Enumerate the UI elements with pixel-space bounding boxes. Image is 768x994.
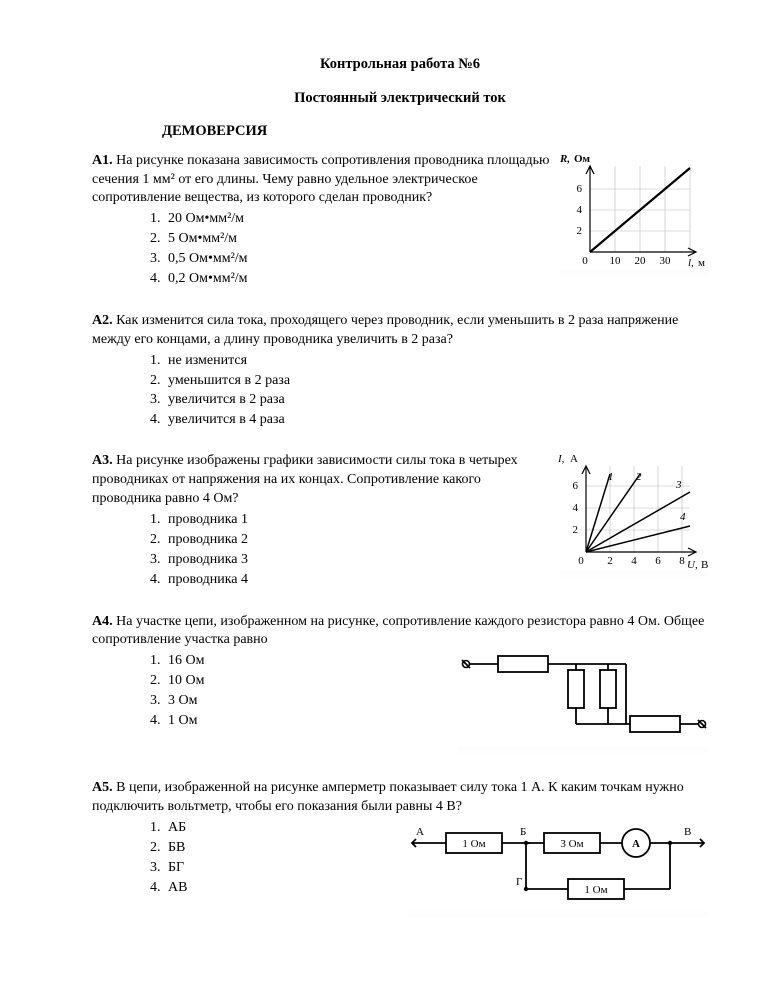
question-a2: А2. Как изменится сила тока, проходящего… [92,312,708,430]
option: 0,5 Ом•мм²/м [164,250,550,269]
question-label: А3. [92,453,113,468]
option: проводника 1 [164,511,548,530]
xtick: 2 [607,555,613,567]
xtick: 6 [655,555,661,567]
question-text: На участке цепи, изображенном на рисунке… [92,614,704,648]
resistor-label: 1 Ом [584,884,607,896]
option: уменьшится в 2 раза [164,372,708,391]
option: 20 Ом•мм²/м [164,210,550,229]
question-text: В цепи, изображенной на рисунке ампермет… [92,780,684,814]
option: не изменится [164,352,708,371]
option: увеличится в 4 раза [164,411,708,430]
question-text: На рисунке изображены графики зависимост… [92,453,518,506]
option: проводника 3 [164,551,548,570]
question-label: А1. [92,153,113,168]
node-label: В [684,826,691,838]
option: увеличится в 2 раза [164,391,708,410]
question-label: А4. [92,614,113,629]
xtick: 10 [610,255,622,267]
series-label: 1 [608,471,614,483]
series-label: 2 [636,471,642,483]
options-list: проводника 1 проводника 2 проводника 3 п… [92,511,548,590]
ytick: 6 [577,183,583,195]
svg-text:м: м [698,257,705,269]
chart-a1: R, Ом [560,152,708,277]
xtick: 4 [631,555,637,567]
option: проводника 4 [164,571,548,590]
node-label: Г [516,876,522,888]
question-label: А5. [92,780,113,795]
svg-text:U,: U, [687,559,698,570]
question-a3: I, А 2 [92,452,708,590]
question-text: На рисунке показана зависимость сопротив… [92,153,550,206]
option: 0,2 Ом•мм²/м [164,270,550,289]
demo-version-label: ДЕМОВЕРСИЯ [162,122,708,142]
svg-text:А: А [570,453,578,465]
options-list: 20 Ом•мм²/м 5 Ом•мм²/м 0,5 Ом•мм²/м 0,2 … [92,210,550,289]
svg-text:l,: l, [688,257,694,269]
svg-text:0: 0 [582,255,588,267]
option: проводника 2 [164,531,548,550]
options-list: не изменится уменьшится в 2 раза увеличи… [92,352,708,431]
node-label: А [416,826,424,838]
ytick: 2 [577,225,583,237]
xtick: 30 [660,255,672,267]
question-a1: R, Ом [92,152,708,290]
node-label: Б [520,826,526,838]
ytick: 4 [577,204,583,216]
svg-text:Ом: Ом [574,153,591,165]
resistor-label: 3 Ом [560,838,583,850]
question-text: Как изменится сила тока, проходящего чер… [92,313,678,347]
question-a4: А4. На участке цепи, изображенном на рис… [92,613,708,758]
question-a5: А5. В цепи, изображенной на рисунке ампе… [92,779,708,922]
svg-text:I,: I, [558,453,565,465]
svg-text:0: 0 [578,555,584,567]
circuit-a5: А 1 Ом Б 3 Ом A В [408,819,708,918]
xtick: 20 [635,255,647,267]
svg-text:В: В [701,559,708,570]
page-title: Контрольная работа №6 [92,55,708,75]
chart-a3: I, А 2 [558,452,708,577]
series-label: 3 [675,479,682,491]
circuit-a4 [458,646,708,753]
ammeter-label: A [632,838,640,850]
question-label: А2. [92,313,113,328]
ytick: 4 [573,502,579,514]
page-subtitle: Постоянный электрический ток [92,89,708,109]
series-label: 4 [680,511,686,523]
svg-text:R,: R, [560,153,570,165]
ytick: 2 [573,524,579,536]
resistor-label: 1 Ом [462,838,485,850]
ytick: 6 [573,480,579,492]
page: Контрольная работа №6 Постоянный электри… [0,0,768,994]
option: 5 Ом•мм²/м [164,230,550,249]
xtick: 8 [679,555,685,567]
